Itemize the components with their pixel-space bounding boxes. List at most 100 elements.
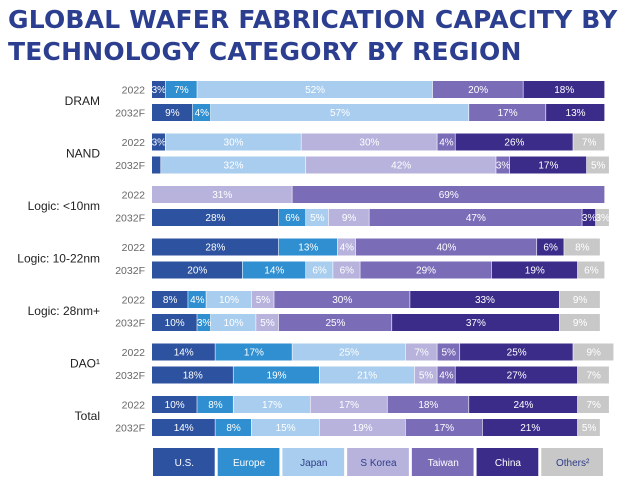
data-label: 42% (391, 161, 411, 172)
category-label-total: Total (75, 409, 100, 423)
bar-segment (152, 81, 165, 98)
data-label: 52% (305, 85, 325, 96)
bar-segment (152, 314, 197, 331)
year-label: 2032F (115, 318, 145, 330)
bar-segment (559, 314, 600, 331)
data-label: 47% (466, 213, 486, 224)
data-label: 17% (339, 400, 359, 411)
data-label: 10% (224, 318, 244, 329)
bar-segment (405, 419, 483, 436)
data-label: 69% (439, 190, 459, 201)
year-label: 2032F (115, 423, 145, 435)
data-label: 3% (197, 318, 212, 329)
data-label: 25% (325, 318, 345, 329)
chart-title: GLOBAL WAFER FABRICATION CAPACITY BY TEC… (8, 5, 618, 66)
bar-segment (559, 291, 600, 308)
data-label: 26% (504, 138, 524, 149)
bar-segment (337, 238, 356, 256)
data-label: 21% (520, 423, 540, 434)
bar-segment (455, 366, 578, 384)
bar-segment (233, 396, 310, 413)
data-label: 14% (174, 423, 194, 434)
data-label: 18% (183, 371, 203, 382)
bar-segment (152, 133, 165, 151)
data-label: 30% (332, 295, 352, 306)
data-label: 7% (414, 348, 429, 359)
bar-segment (292, 186, 605, 203)
data-label: 5% (419, 371, 434, 382)
bar-segment (161, 156, 306, 174)
bar-segment (197, 396, 233, 413)
bar-segment (292, 343, 406, 361)
data-label: 3% (596, 213, 611, 224)
bar-segment (437, 133, 455, 151)
data-label: 19% (525, 266, 545, 277)
data-label: 7% (174, 85, 189, 96)
year-label: 2022 (122, 85, 146, 97)
bar-segment (233, 366, 320, 384)
data-label: 5% (582, 423, 597, 434)
data-label: 17% (434, 423, 454, 434)
year-label: 2022 (122, 190, 146, 202)
data-label: 7% (586, 400, 601, 411)
data-label: 14% (264, 266, 284, 277)
legend-label-others: Others² (556, 458, 590, 469)
year-label: 2022 (122, 400, 146, 412)
data-label: 17% (244, 348, 264, 359)
category-label-nand: NAND (66, 147, 100, 161)
data-label: 7% (582, 138, 597, 149)
data-label: 5% (256, 295, 271, 306)
bar-segment (278, 314, 392, 331)
bar-segment (152, 209, 279, 226)
category-label-logic-28nm: Logic: 28nm+ (28, 304, 100, 318)
data-label: 8% (208, 400, 223, 411)
bar-segment (491, 261, 578, 279)
bar-segment (278, 238, 338, 256)
bar-segment (215, 419, 252, 436)
data-label: 18% (418, 400, 438, 411)
data-label: 30% (224, 138, 244, 149)
legend-swatch-others (541, 448, 603, 476)
data-label: 3% (582, 213, 597, 224)
bar-segment (537, 238, 564, 256)
bar-segment (414, 366, 437, 384)
data-label: 20% (187, 266, 207, 277)
data-label: 17% (538, 161, 558, 172)
data-label: 27% (507, 371, 527, 382)
bar-segment (582, 209, 596, 226)
data-label: 33% (475, 295, 495, 306)
bar-segment (152, 396, 197, 413)
legend-label-europe: Europe (233, 458, 266, 469)
bar-segment (595, 209, 609, 226)
year-label: 2032F (115, 160, 145, 172)
bar-segment (274, 291, 410, 308)
data-label: 29% (416, 266, 436, 277)
bar-segment (546, 104, 605, 121)
bar-segment (577, 366, 609, 384)
data-label: 28% (205, 213, 225, 224)
data-label: 21% (357, 371, 377, 382)
data-label: 25% (339, 348, 359, 359)
data-label: 19% (267, 371, 287, 382)
year-label: 2032F (115, 108, 145, 120)
data-label: 57% (330, 108, 350, 119)
legend-label-china: China (495, 458, 522, 469)
bar-segment (152, 343, 215, 361)
data-label: 40% (436, 243, 456, 254)
data-label: 9% (586, 348, 601, 359)
bar-segment (355, 238, 537, 256)
bar-segment (306, 156, 496, 174)
legend-label-u-s: U.S. (175, 458, 194, 469)
bar-segment (319, 419, 406, 436)
bar-segment (455, 133, 573, 151)
bar-segment (369, 209, 582, 226)
data-label: 14% (174, 348, 194, 359)
bar-segment (310, 396, 387, 413)
data-label: 6% (285, 213, 300, 224)
data-label: 4% (439, 138, 454, 149)
data-label: 5% (441, 348, 456, 359)
bar-segment (437, 343, 460, 361)
bar-segment (242, 261, 306, 279)
data-label: 13% (566, 108, 586, 119)
bar-segment (564, 238, 600, 256)
